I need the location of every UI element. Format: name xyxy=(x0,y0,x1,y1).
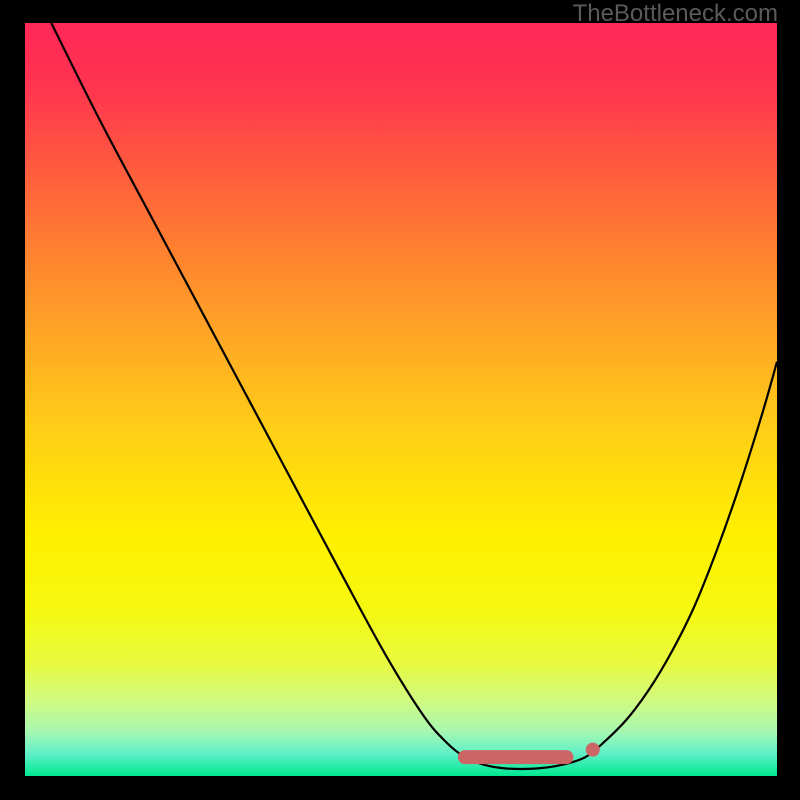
watermark-text: TheBottleneck.com xyxy=(573,0,778,28)
optimal-dot xyxy=(586,743,600,757)
chart-container: TheBottleneck.com xyxy=(0,0,800,800)
plot-area xyxy=(25,23,777,776)
curve-layer xyxy=(25,23,777,776)
bottleneck-curve xyxy=(51,23,777,769)
